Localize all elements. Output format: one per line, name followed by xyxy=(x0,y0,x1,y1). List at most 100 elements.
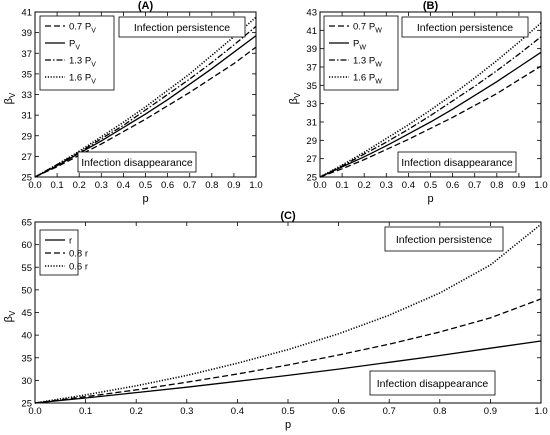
series-line-3 xyxy=(319,36,542,178)
legend-label-4-subscript: V xyxy=(91,79,96,86)
legend-box xyxy=(323,15,399,91)
x-tick-label: 0.7 xyxy=(183,180,196,191)
y-tick-label: 35 xyxy=(306,81,317,92)
series-line-4 xyxy=(319,22,542,178)
panel-title: (A) xyxy=(138,0,154,12)
x-tick-label: 0.7 xyxy=(468,180,481,191)
y-tick-label: 35 xyxy=(21,353,32,364)
disappearance-annotation: Infection disappearance xyxy=(401,157,513,169)
legend-label-3-subscript: V xyxy=(91,62,96,69)
legend-label-2-subscript: V xyxy=(75,45,80,52)
y-tick-label: 33 xyxy=(306,99,317,110)
x-tick-label: 0.6 xyxy=(446,180,459,191)
y-axis-label: βV xyxy=(3,310,17,322)
x-tick-label: 0.7 xyxy=(383,406,396,417)
x-tick-label: 0.5 xyxy=(281,406,294,417)
x-tick-label: 1.0 xyxy=(534,180,547,191)
legend-label-1: 0.7 PV xyxy=(69,22,96,35)
legend-label-4: 1.6 PV xyxy=(69,73,96,86)
y-tick-label: 27 xyxy=(306,154,317,165)
legend-label-1-subscript: V xyxy=(91,28,96,35)
y-tick-label: 45 xyxy=(21,308,32,319)
y-tick-label: 55 xyxy=(21,263,32,274)
x-tick-label: 0.3 xyxy=(380,180,393,191)
series-line-1 xyxy=(34,46,257,178)
y-axis-label-subscript: V xyxy=(8,310,17,316)
panel-title: (C) xyxy=(280,210,296,222)
x-tick-label: 0.4 xyxy=(117,180,130,191)
legend-label-3-subscript: W xyxy=(375,62,382,69)
persistence-annotation: Infection persistence xyxy=(134,22,230,34)
y-tick-label: 40 xyxy=(21,331,32,342)
x-tick-label: 0.1 xyxy=(79,406,92,417)
x-tick-label: 0.4 xyxy=(231,406,244,417)
legend-label-1-subscript: W xyxy=(375,28,382,35)
y-tick-label: 41 xyxy=(21,8,32,19)
legend-label-2: PV xyxy=(69,39,80,52)
x-tick-label: 0.5 xyxy=(424,180,437,191)
y-tick-label: 37 xyxy=(306,63,317,74)
legend-label-1: r xyxy=(69,236,72,247)
y-tick-label: 27 xyxy=(21,152,32,163)
x-tick-label: 0.6 xyxy=(161,180,174,191)
y-tick-label: 25 xyxy=(306,173,317,184)
legend-label-3: 0.6 r xyxy=(69,262,88,273)
y-tick-label: 29 xyxy=(306,136,317,147)
x-tick-label: 1.0 xyxy=(249,180,262,191)
persistence-annotation-box xyxy=(118,16,246,38)
x-tick-label: 0.1 xyxy=(50,180,63,191)
x-tick-label: 0.9 xyxy=(484,406,497,417)
x-tick-label: 0.5 xyxy=(139,180,152,191)
y-tick-label: 31 xyxy=(21,111,32,122)
disappearance-annotation-box xyxy=(77,151,197,173)
x-tick-label: 0.2 xyxy=(73,180,86,191)
series-line-3 xyxy=(34,25,257,178)
legend-box xyxy=(39,15,115,91)
legend-label-2-subscript: W xyxy=(359,45,366,52)
x-tick-label: 0.8 xyxy=(490,180,503,191)
y-tick-label: 37 xyxy=(21,49,32,60)
x-tick-label: 0.0 xyxy=(28,406,41,417)
y-tick-label: 41 xyxy=(306,26,317,37)
x-axis-label: p xyxy=(142,193,148,205)
chart-panel-2: 0.0 0.1 0.2 0.3 0.4 0.5 0.6 0.7 0.8 0.9 1.0 25 27 29 3… xyxy=(288,0,548,205)
series-line-1 xyxy=(34,340,542,404)
x-axis-label: p xyxy=(427,193,433,205)
legend-label-3: 1.3 PW xyxy=(353,56,382,69)
y-axis-label-subscript: V xyxy=(8,92,17,98)
y-tick-label: 50 xyxy=(21,285,32,296)
x-tick-label: 0.9 xyxy=(227,180,240,191)
legend-label-4-subscript: W xyxy=(375,79,382,86)
x-tick-label: 0.3 xyxy=(95,180,108,191)
y-tick-label: 25 xyxy=(21,399,32,410)
y-tick-label: 25 xyxy=(21,173,32,184)
chart-panel-1: 0.0 0.1 0.2 0.3 0.4 0.5 0.6 0.7 0.8 0.9 1.0 25 27 29 3… xyxy=(3,0,263,205)
x-tick-label: 1.0 xyxy=(534,406,547,417)
x-tick-label: 0.4 xyxy=(402,180,415,191)
y-tick-label: 33 xyxy=(21,90,32,101)
persistence-annotation-box xyxy=(384,226,504,252)
panel-title: (B) xyxy=(423,0,439,12)
x-tick-label: 0.2 xyxy=(358,180,371,191)
y-tick-label: 39 xyxy=(21,28,32,39)
persistence-annotation: Infection persistence xyxy=(396,234,492,246)
disappearance-annotation: Infection disappearance xyxy=(377,378,489,390)
y-tick-label: 65 xyxy=(21,218,32,229)
x-tick-label: 0.0 xyxy=(313,180,326,191)
series-line-2 xyxy=(34,35,257,178)
y-tick-label: 29 xyxy=(21,131,32,142)
series-line-4 xyxy=(34,16,257,178)
persistence-annotation: Infection persistence xyxy=(417,22,513,34)
x-tick-label: 0.0 xyxy=(28,180,41,191)
series-line-3 xyxy=(34,223,542,404)
legend-label-1: 0.7 PW xyxy=(353,22,382,35)
series-line-2 xyxy=(34,298,542,404)
x-tick-label: 0.9 xyxy=(512,180,525,191)
y-axis-label: βV xyxy=(3,92,17,104)
x-tick-label: 0.8 xyxy=(205,180,218,191)
disappearance-annotation-box xyxy=(397,151,517,173)
series-line-1 xyxy=(319,65,542,178)
legend-label-4: 1.6 PW xyxy=(353,73,382,86)
series-line-2 xyxy=(319,51,542,178)
x-tick-label: 0.3 xyxy=(180,406,193,417)
